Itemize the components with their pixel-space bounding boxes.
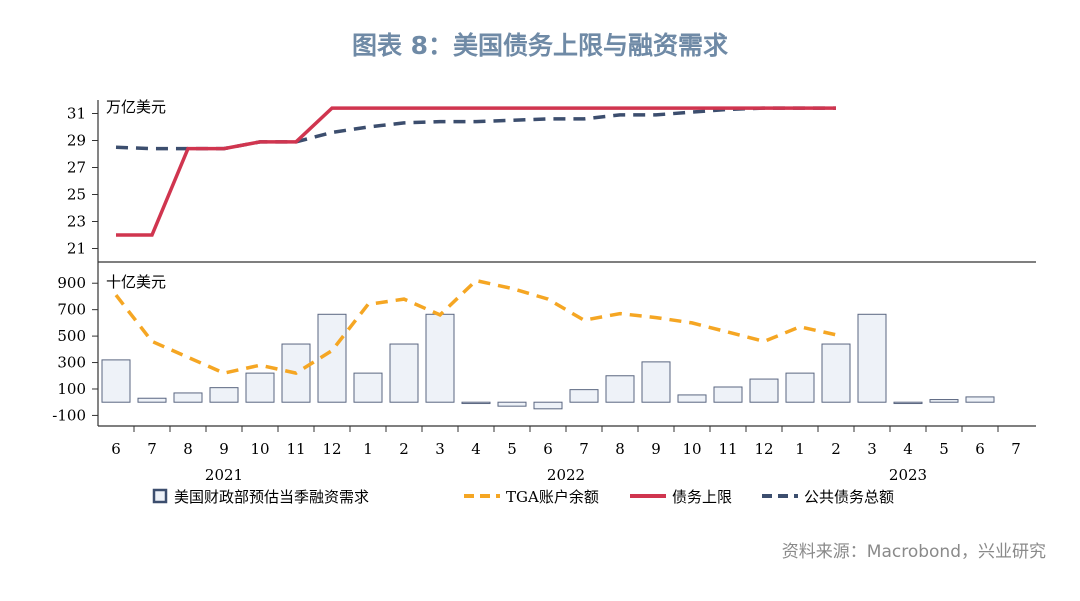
x-month-label: 5: [939, 440, 949, 458]
x-month-label: 12: [322, 440, 341, 458]
bar-financing-need: [425, 313, 455, 403]
tga-balance-line: [114, 278, 837, 375]
bar-financing-need: [965, 396, 995, 403]
bar-financing-need: [209, 387, 239, 403]
x-year-label: 2023: [889, 466, 927, 484]
bar-series: [101, 313, 995, 410]
x-month-label: 6: [975, 440, 985, 458]
x-month-label: 1: [363, 440, 373, 458]
source-note: 资料来源：Macrobond，兴业研究: [781, 542, 1046, 562]
debt-ceiling-line: [116, 106, 836, 237]
bar-financing-need: [677, 394, 707, 403]
x-month-label: 7: [579, 440, 589, 458]
bottom-unit-label: 十亿美元: [106, 273, 166, 291]
bottom-y-tick-label: 100: [57, 380, 86, 398]
public-debt-line: [115, 106, 836, 151]
x-month-label: 2: [831, 440, 841, 458]
x-month-label: 4: [903, 440, 913, 458]
top-y-tick-label: 25: [67, 186, 86, 204]
bar-financing-need: [569, 389, 599, 403]
line-series: [114, 106, 837, 375]
legend: 美国财政部预估当季融资需求 TGA账户余额 债务上限 公共债务总额: [152, 488, 894, 506]
bar-financing-need: [893, 401, 923, 405]
bar-financing-need: [857, 313, 887, 403]
legend-label-tga: TGA账户余额: [506, 488, 599, 506]
bar-financing-need: [461, 401, 491, 405]
bar-financing-need: [353, 372, 383, 403]
bar-financing-need: [785, 372, 815, 403]
bar-financing-need: [101, 359, 131, 403]
top-y-tick-label: 29: [67, 132, 86, 150]
bottom-y-tick-label: 900: [57, 274, 86, 292]
legend-label-debt: 公共债务总额: [804, 488, 894, 506]
bar-financing-need: [497, 401, 527, 407]
bar-financing-need: [605, 375, 635, 403]
legend-label-bar: 美国财政部预估当季融资需求: [174, 488, 369, 506]
legend-bar-swatch: [152, 488, 168, 504]
bar-financing-need: [641, 361, 671, 403]
x-month-label: 2: [399, 440, 409, 458]
bottom-y-tick-label: -100: [52, 406, 86, 424]
bar-financing-need: [137, 397, 167, 403]
x-month-label: 3: [435, 440, 445, 458]
x-month-label: 4: [471, 440, 481, 458]
top-unit-label: 万亿美元: [106, 98, 166, 116]
x-month-label: 10: [682, 440, 701, 458]
x-month-label: 11: [718, 440, 737, 458]
top-y-tick-label: 21: [67, 240, 86, 258]
top-y-tick-label: 31: [67, 105, 86, 123]
bar-financing-need: [749, 378, 779, 403]
x-month-label: 6: [111, 440, 121, 458]
bar-financing-need: [533, 401, 563, 410]
bottom-y-tick-label: 300: [57, 354, 86, 372]
x-year-label: 2022: [547, 466, 585, 484]
x-month-label: 8: [183, 440, 193, 458]
x-month-label: 3: [867, 440, 877, 458]
x-month-label: 9: [651, 440, 661, 458]
bar-financing-need: [929, 399, 959, 403]
bar-financing-need: [245, 372, 275, 403]
x-month-label: 7: [147, 440, 157, 458]
x-month-label: 11: [286, 440, 305, 458]
x-month-label: 12: [754, 440, 773, 458]
x-year-label: 2021: [205, 466, 243, 484]
bar-financing-need: [713, 386, 743, 403]
legend-label-ceiling: 债务上限: [672, 488, 732, 506]
top-y-tick-label: 27: [67, 159, 86, 177]
x-month-label: 6: [543, 440, 553, 458]
bar-financing-need: [821, 343, 851, 403]
x-month-label: 10: [250, 440, 269, 458]
bottom-y-tick-label: 500: [57, 327, 86, 345]
x-month-label: 9: [219, 440, 229, 458]
x-month-label: 1: [795, 440, 805, 458]
top-y-tick-label: 23: [67, 213, 86, 231]
bar-financing-need: [389, 343, 419, 403]
x-month-label: 5: [507, 440, 517, 458]
x-month-label: 8: [615, 440, 625, 458]
bottom-y-tick-label: 700: [57, 301, 86, 319]
bar-financing-need: [173, 392, 203, 403]
chart-title: 图表 8：美国债务上限与融资需求: [351, 31, 729, 60]
x-month-label: 7: [1011, 440, 1021, 458]
